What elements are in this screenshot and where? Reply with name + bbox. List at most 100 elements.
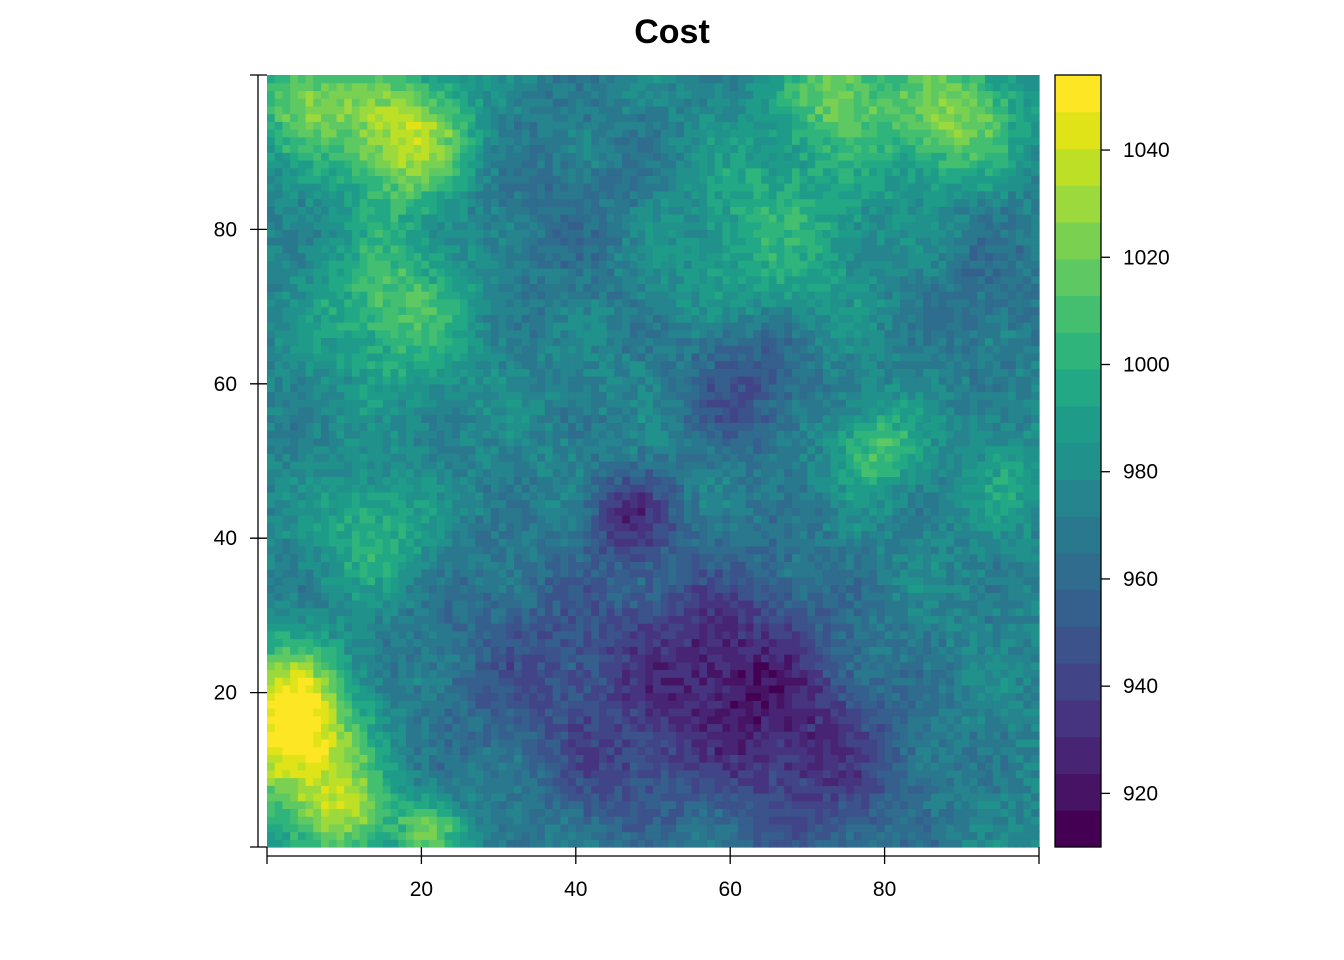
heatmap-cell xyxy=(676,569,685,578)
heatmap-cell xyxy=(722,569,731,578)
heatmap-cell xyxy=(506,823,515,833)
heatmap-cell xyxy=(575,808,585,817)
heatmap-cell xyxy=(954,661,963,671)
heatmap-cell xyxy=(622,800,631,809)
heatmap-cell xyxy=(521,607,531,616)
heatmap-cell xyxy=(660,607,670,616)
heatmap-cell xyxy=(498,538,507,547)
heatmap-cell xyxy=(606,708,615,717)
heatmap-cell xyxy=(359,692,368,701)
heatmap-cell xyxy=(321,792,330,802)
heatmap-cell xyxy=(436,800,446,809)
heatmap-cell xyxy=(460,661,469,671)
heatmap-cell xyxy=(1023,677,1032,686)
heatmap-cell xyxy=(761,630,770,640)
heatmap-cell xyxy=(1015,468,1025,478)
heatmap-cell xyxy=(413,700,422,709)
heatmap-cell xyxy=(799,584,808,593)
heatmap-cell xyxy=(375,661,384,671)
heatmap-cell xyxy=(622,762,631,771)
heatmap-cell xyxy=(313,507,322,516)
heatmap-cell xyxy=(907,630,917,640)
heatmap-cell xyxy=(375,461,384,470)
heatmap-cell xyxy=(938,491,947,501)
heatmap-cell xyxy=(637,638,646,647)
heatmap-cell xyxy=(915,646,924,655)
heatmap-cell xyxy=(807,468,816,478)
heatmap-cell xyxy=(915,515,924,524)
heatmap-cell xyxy=(444,499,453,508)
heatmap-cell xyxy=(490,654,500,663)
heatmap-cell xyxy=(930,615,940,624)
heatmap-cell xyxy=(575,746,585,755)
heatmap-cell xyxy=(869,545,878,555)
heatmap-cell xyxy=(730,461,739,470)
heatmap-cell xyxy=(583,839,592,848)
heatmap-cell xyxy=(444,738,453,748)
heatmap-cell xyxy=(861,507,870,516)
heatmap-cell xyxy=(460,615,469,624)
heatmap-cell xyxy=(413,499,422,508)
heatmap-cell xyxy=(321,623,330,632)
heatmap-cell xyxy=(452,777,461,786)
heatmap-cell xyxy=(290,785,299,794)
heatmap-cell xyxy=(954,777,963,786)
heatmap-cell xyxy=(1023,708,1032,717)
heatmap-cell xyxy=(583,715,592,725)
heatmap-cell xyxy=(490,708,500,717)
heatmap-cell xyxy=(807,669,816,678)
heatmap-cell xyxy=(1023,538,1032,547)
heatmap-cell xyxy=(421,615,430,624)
heatmap-cell xyxy=(984,684,994,694)
heatmap-cell xyxy=(846,584,855,593)
heatmap-cell xyxy=(591,507,600,516)
heatmap-cell xyxy=(452,499,461,508)
heatmap-cell xyxy=(699,615,708,624)
heatmap-cell xyxy=(452,738,461,748)
heatmap-cell xyxy=(483,646,492,655)
heatmap-cell xyxy=(946,661,955,671)
heatmap-cell xyxy=(359,738,368,748)
heatmap-cell xyxy=(544,692,554,701)
heatmap-cell xyxy=(560,615,569,624)
heatmap-cell xyxy=(460,545,469,555)
heatmap-cell xyxy=(367,823,376,833)
heatmap-cell xyxy=(753,823,762,833)
heatmap-cell xyxy=(1023,623,1032,632)
heatmap-cell xyxy=(683,777,693,786)
heatmap-cell xyxy=(984,731,994,740)
heatmap-cell xyxy=(575,723,585,732)
heatmap-cell xyxy=(961,484,971,493)
heatmap-cell xyxy=(506,816,515,825)
heatmap-cell xyxy=(560,738,569,748)
heatmap-cell xyxy=(714,515,724,524)
heatmap-cell xyxy=(529,522,538,532)
heatmap-cell xyxy=(436,731,446,740)
heatmap-cell xyxy=(529,831,538,840)
heatmap-cell xyxy=(305,700,314,709)
heatmap-cell xyxy=(413,484,422,493)
heatmap-cell xyxy=(629,762,639,771)
heatmap-cell xyxy=(846,553,855,562)
heatmap-cell xyxy=(791,684,801,694)
heatmap-cell xyxy=(722,731,731,740)
heatmap-cell xyxy=(351,708,361,717)
heatmap-cell xyxy=(367,777,376,786)
heatmap-cell xyxy=(351,808,361,817)
heatmap-cell xyxy=(714,816,724,825)
heatmap-cell xyxy=(699,677,708,686)
heatmap-cell xyxy=(305,561,314,570)
heatmap-cell xyxy=(683,553,693,562)
heatmap-cell xyxy=(946,723,955,732)
heatmap-cell xyxy=(506,461,515,470)
heatmap-cell xyxy=(282,839,291,848)
heatmap-raster xyxy=(267,75,1040,848)
heatmap-cell xyxy=(938,646,947,655)
heatmap-cell xyxy=(660,499,670,508)
heatmap-cell xyxy=(1008,823,1017,833)
heatmap-cell xyxy=(429,677,438,686)
heatmap-cell xyxy=(776,499,785,508)
heatmap-cell xyxy=(390,769,399,779)
heatmap-cell xyxy=(1008,808,1017,817)
heatmap-cell xyxy=(768,816,778,825)
